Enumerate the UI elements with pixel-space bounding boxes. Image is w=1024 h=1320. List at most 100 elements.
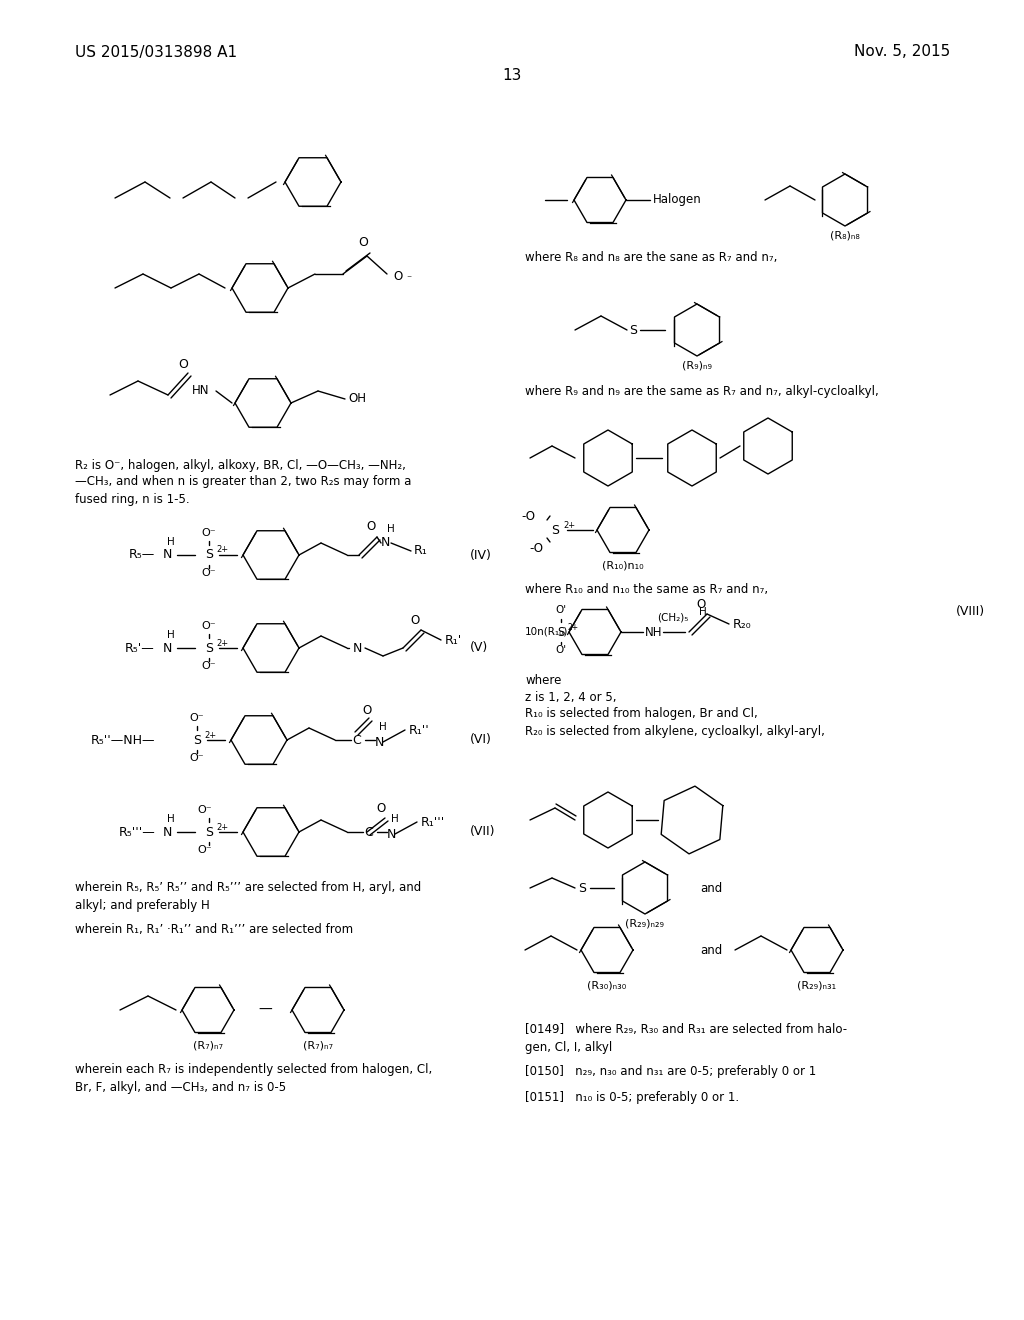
Text: N: N xyxy=(163,642,172,655)
Text: S: S xyxy=(557,626,564,639)
Text: R₂ is O⁻, halogen, alkyl, alkoxy, BR, Cl, —O—CH₃, —NH₂,: R₂ is O⁻, halogen, alkyl, alkoxy, BR, Cl… xyxy=(75,458,406,471)
Text: 2+: 2+ xyxy=(568,623,580,631)
Text: where R₈ and n₈ are the sane as R₇ and n₇,: where R₈ and n₈ are the sane as R₇ and n… xyxy=(525,252,777,264)
Text: R₅''—NH—: R₅''—NH— xyxy=(90,734,155,747)
Text: and: and xyxy=(700,882,722,895)
Text: H: H xyxy=(167,537,175,546)
Text: N: N xyxy=(375,735,384,748)
Text: O': O' xyxy=(555,645,566,655)
Text: O: O xyxy=(696,598,706,610)
Text: (R₇)ₙ₇: (R₇)ₙ₇ xyxy=(303,1041,333,1051)
Text: S: S xyxy=(205,549,213,561)
Text: R₁''': R₁''' xyxy=(421,816,445,829)
Text: H: H xyxy=(379,722,387,733)
Text: 13: 13 xyxy=(503,67,521,82)
Text: O⁻: O⁻ xyxy=(202,620,216,631)
Text: 2+: 2+ xyxy=(204,730,216,739)
Text: (R₇)ₙ₇: (R₇)ₙ₇ xyxy=(193,1041,223,1051)
Text: (R₂₉)ₙ₃₁: (R₂₉)ₙ₃₁ xyxy=(798,981,837,991)
Text: H: H xyxy=(167,814,175,824)
Text: H: H xyxy=(387,524,395,535)
Text: N: N xyxy=(163,825,172,838)
Text: S: S xyxy=(551,524,559,536)
Text: 2+: 2+ xyxy=(563,520,575,529)
Text: (R₉)ₙ₉: (R₉)ₙ₉ xyxy=(682,360,712,371)
Text: and: and xyxy=(700,944,722,957)
Text: (R₈)ₙ₈: (R₈)ₙ₈ xyxy=(830,231,860,242)
Text: —CH₃, and when n is greater than 2, two R₂s may form a: —CH₃, and when n is greater than 2, two … xyxy=(75,475,412,488)
Text: alkyl; and preferably H: alkyl; and preferably H xyxy=(75,899,210,912)
Text: wherein R₅, R₅’ R₅’’ and R₅’’’ are selected from H, aryl, and: wherein R₅, R₅’ R₅’’ and R₅’’’ are selec… xyxy=(75,882,421,895)
Text: O: O xyxy=(411,614,420,627)
Text: O: O xyxy=(178,359,188,371)
Text: O⁻: O⁻ xyxy=(202,528,216,539)
Text: (IV): (IV) xyxy=(470,549,492,561)
Text: 2+: 2+ xyxy=(216,822,228,832)
Text: OH: OH xyxy=(348,392,366,405)
Text: N: N xyxy=(387,828,396,841)
Text: O': O' xyxy=(555,605,566,615)
Text: -O: -O xyxy=(521,510,535,523)
Text: C: C xyxy=(365,825,374,838)
Text: H: H xyxy=(699,607,707,616)
Text: (R₃₀)ₙ₃₀: (R₃₀)ₙ₃₀ xyxy=(588,981,627,991)
Text: O⁻: O⁻ xyxy=(198,845,212,855)
Text: O: O xyxy=(362,704,372,717)
Text: (VII): (VII) xyxy=(470,825,496,838)
Text: (VIII): (VIII) xyxy=(955,606,985,619)
Text: wherein R₁, R₁’ ·R₁’’ and R₁’’’ are selected from: wherein R₁, R₁’ ·R₁’’ and R₁’’’ are sele… xyxy=(75,924,353,936)
Text: O: O xyxy=(358,235,368,248)
Text: -O: -O xyxy=(529,541,543,554)
Text: R₅'—: R₅'— xyxy=(125,642,155,655)
Text: R₁₀ is selected from halogen, Br and Cl,: R₁₀ is selected from halogen, Br and Cl, xyxy=(525,708,758,721)
Text: O⁻: O⁻ xyxy=(189,713,205,723)
Text: where R₁₀ and n₁₀ the same as R₇ and n₇,: where R₁₀ and n₁₀ the same as R₇ and n₇, xyxy=(525,583,768,597)
Text: Halogen: Halogen xyxy=(653,194,701,206)
Text: —: — xyxy=(258,1003,272,1016)
Text: [0151]   n₁₀ is 0-5; preferably 0 or 1.: [0151] n₁₀ is 0-5; preferably 0 or 1. xyxy=(525,1090,739,1104)
Text: R₂₀ is selected from alkylene, cycloalkyl, alkyl-aryl,: R₂₀ is selected from alkylene, cycloalky… xyxy=(525,725,825,738)
Text: O⁻: O⁻ xyxy=(189,752,205,763)
Text: NH: NH xyxy=(645,626,663,639)
Text: R₁: R₁ xyxy=(414,544,428,557)
Text: R₅'''—: R₅'''— xyxy=(118,825,155,838)
Text: C: C xyxy=(352,734,361,747)
Text: gen, Cl, I, alkyl: gen, Cl, I, alkyl xyxy=(525,1040,612,1053)
Text: R₂₀: R₂₀ xyxy=(733,618,752,631)
Text: R₁'': R₁'' xyxy=(409,723,430,737)
Text: Nov. 5, 2015: Nov. 5, 2015 xyxy=(854,45,950,59)
Text: O: O xyxy=(393,269,402,282)
Text: ⁻: ⁻ xyxy=(406,275,411,284)
Text: R₁': R₁' xyxy=(445,634,462,647)
Text: [0149]   where R₂₉, R₃₀ and R₃₁ are selected from halo-: [0149] where R₂₉, R₃₀ and R₃₁ are select… xyxy=(525,1023,847,1036)
Text: S: S xyxy=(205,642,213,655)
Text: where R₉ and n₉ are the same as R₇ and n₇, alkyl-cycloalkyl,: where R₉ and n₉ are the same as R₇ and n… xyxy=(525,385,879,399)
Text: O⁻: O⁻ xyxy=(198,805,212,814)
Text: O: O xyxy=(367,520,376,533)
Text: wherein each R₇ is independently selected from halogen, Cl,: wherein each R₇ is independently selecte… xyxy=(75,1064,432,1077)
Text: S: S xyxy=(578,882,586,895)
Text: fused ring, n is 1-5.: fused ring, n is 1-5. xyxy=(75,492,189,506)
Text: O⁻: O⁻ xyxy=(202,568,216,578)
Text: N: N xyxy=(352,642,361,655)
Text: O⁻: O⁻ xyxy=(202,661,216,671)
Text: (R₁₀)n₁₀: (R₁₀)n₁₀ xyxy=(602,561,644,572)
Text: S: S xyxy=(205,825,213,838)
Text: (VI): (VI) xyxy=(470,734,492,747)
Text: [0150]   n₂₉, n₃₀ and n₃₁ are 0-5; preferably 0 or 1: [0150] n₂₉, n₃₀ and n₃₁ are 0-5; prefera… xyxy=(525,1065,816,1078)
Text: (R₂₉)ₙ₂₉: (R₂₉)ₙ₂₉ xyxy=(626,919,665,929)
Text: (CH₂)₅: (CH₂)₅ xyxy=(657,612,689,623)
Text: N: N xyxy=(381,536,390,549)
Text: US 2015/0313898 A1: US 2015/0313898 A1 xyxy=(75,45,238,59)
Text: S: S xyxy=(629,323,637,337)
Text: S: S xyxy=(193,734,201,747)
Text: 2+: 2+ xyxy=(216,639,228,648)
Text: 2+: 2+ xyxy=(216,545,228,554)
Text: HN: HN xyxy=(193,384,210,397)
Text: H: H xyxy=(391,814,399,824)
Text: 10n(R₁₀): 10n(R₁₀) xyxy=(525,627,568,638)
Text: O: O xyxy=(377,801,386,814)
Text: z is 1, 2, 4 or 5,: z is 1, 2, 4 or 5, xyxy=(525,690,616,704)
Text: Br, F, alkyl, and —CH₃, and n₇ is 0-5: Br, F, alkyl, and —CH₃, and n₇ is 0-5 xyxy=(75,1081,286,1093)
Text: (V): (V) xyxy=(470,642,488,655)
